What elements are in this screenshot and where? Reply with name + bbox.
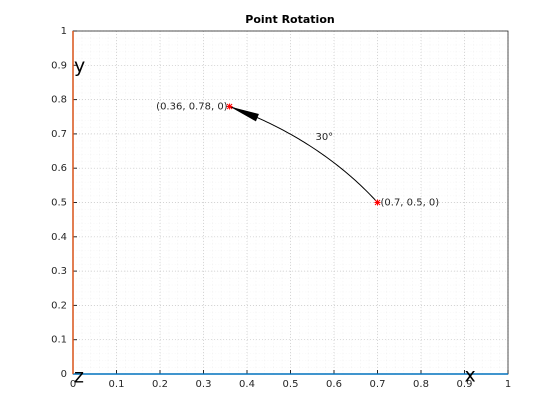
rotation-arc bbox=[229, 105, 378, 203]
x-tick-label: 0.4 bbox=[239, 379, 255, 390]
x-tick-label: 1 bbox=[505, 379, 511, 390]
point-label: (0.7, 0.5, 0) bbox=[381, 198, 440, 209]
y-tick-label: 0.1 bbox=[51, 335, 67, 346]
arrow-head bbox=[229, 106, 259, 122]
y-tick-label: 0.5 bbox=[51, 198, 67, 209]
x-tick-label: 0.8 bbox=[413, 379, 429, 390]
y-tick-label: 0.9 bbox=[51, 60, 67, 71]
y-tick-label: 0.6 bbox=[51, 163, 67, 174]
y-tick-label: 0.2 bbox=[51, 300, 67, 311]
x-tick-label: 0.6 bbox=[326, 379, 342, 390]
y-tick-label: 0 bbox=[61, 369, 67, 380]
x-tick-label: 0.9 bbox=[457, 379, 473, 390]
y-tick-label: 0.7 bbox=[51, 129, 67, 140]
axis-label-z: z bbox=[74, 366, 84, 388]
x-tick-label: 0.7 bbox=[370, 379, 386, 390]
point bbox=[226, 103, 233, 110]
x-tick-label: 0 bbox=[70, 379, 76, 390]
axis-label-x: x bbox=[465, 365, 476, 387]
y-tick-label: 0.4 bbox=[51, 232, 67, 243]
point-label: (0.36, 0.78, 0) bbox=[156, 101, 228, 112]
angle-label: 30° bbox=[315, 132, 333, 143]
chart-title: Point Rotation bbox=[245, 13, 334, 26]
y-tick-label: 1 bbox=[61, 26, 67, 37]
x-tick-label: 0.1 bbox=[109, 379, 125, 390]
x-tick-label: 0.2 bbox=[152, 379, 168, 390]
x-tick-label: 0.3 bbox=[196, 379, 212, 390]
y-tick-label: 0.3 bbox=[51, 266, 67, 277]
y-tick-label: 0.8 bbox=[51, 95, 67, 106]
point bbox=[374, 199, 381, 206]
x-tick-label: 0.5 bbox=[283, 379, 299, 390]
axis-label-y: y bbox=[74, 55, 85, 77]
